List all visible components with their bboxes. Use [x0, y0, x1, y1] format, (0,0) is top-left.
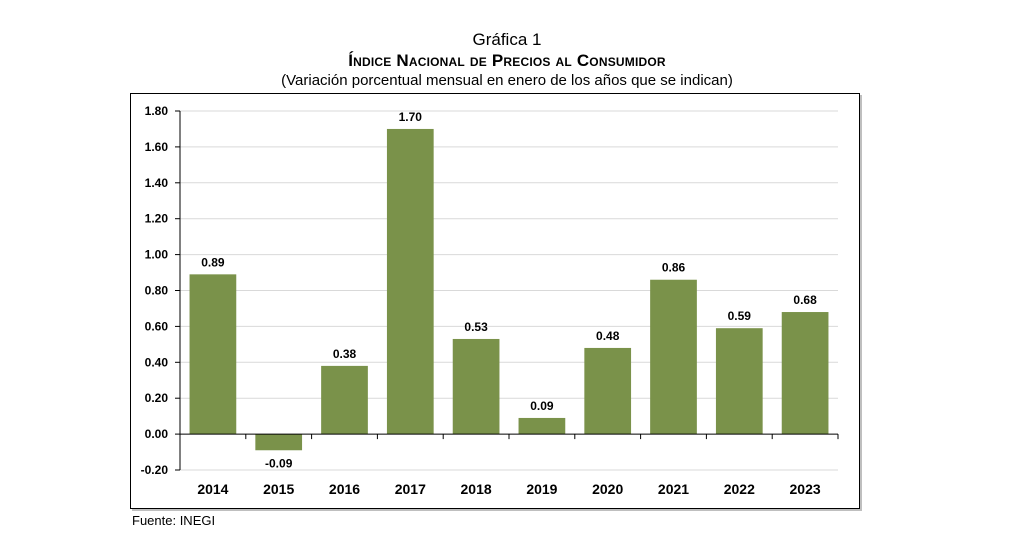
chart-number: Gráfica 1 [472, 30, 542, 49]
y-tick-label: 0.40 [145, 355, 169, 369]
bar-2023 [781, 312, 829, 435]
data-label-2018: 0.53 [464, 320, 488, 334]
bar-2019 [518, 417, 566, 435]
data-label-2016: 0.38 [333, 347, 357, 361]
chart-subtitle: (Variación porcentual mensual en enero d… [281, 72, 733, 89]
x-tick-label-2022: 2022 [724, 481, 755, 497]
x-tick-label-2018: 2018 [461, 481, 492, 497]
y-tick-label: 1.40 [145, 176, 169, 190]
y-tick-label: 1.20 [145, 212, 169, 226]
y-tick-label: 1.60 [145, 140, 169, 154]
y-tick-label: 0.00 [145, 427, 169, 441]
x-tick-label-2015: 2015 [263, 481, 294, 497]
chart-frame [130, 93, 860, 509]
bar-2014 [189, 274, 237, 435]
data-label-2020: 0.48 [596, 329, 620, 343]
bar-2022 [715, 328, 763, 435]
source-note: Fuente: INEGI [132, 513, 216, 528]
bar-2020 [584, 347, 632, 435]
y-tick-label: 1.00 [145, 248, 169, 262]
y-tick-label: 0.20 [145, 391, 169, 405]
data-label-2015: -0.09 [265, 456, 293, 470]
y-tick-label: 0.60 [145, 319, 169, 333]
bar-2021 [650, 279, 697, 435]
data-label-2019: 0.09 [530, 399, 554, 413]
x-tick-label-2019: 2019 [526, 481, 557, 497]
data-label-2017: 1.70 [399, 110, 423, 124]
x-tick-label-2020: 2020 [592, 481, 623, 497]
data-label-2021: 0.86 [662, 261, 686, 275]
bar-2015 [255, 434, 303, 451]
y-tick-label: 1.80 [145, 104, 169, 118]
bar-2018 [452, 338, 500, 435]
chart-title: Índice Nacional de Precios al Consumidor [348, 51, 666, 70]
x-tick-label-2021: 2021 [658, 481, 689, 497]
data-label-2023: 0.68 [793, 293, 817, 307]
x-tick-label-2014: 2014 [197, 481, 228, 497]
bar-2016 [321, 365, 368, 435]
chart-title-block: Gráfica 1 Índice Nacional de Precios al … [0, 30, 1014, 90]
x-tick-label-2023: 2023 [790, 481, 821, 497]
x-tick-label-2017: 2017 [395, 481, 426, 497]
data-label-2014: 0.89 [201, 255, 225, 269]
y-tick-label: -0.20 [141, 463, 169, 477]
x-tick-label-2016: 2016 [329, 481, 360, 497]
data-label-2022: 0.59 [728, 309, 752, 323]
bar-2017 [386, 128, 434, 435]
y-tick-label: 0.80 [145, 284, 169, 298]
